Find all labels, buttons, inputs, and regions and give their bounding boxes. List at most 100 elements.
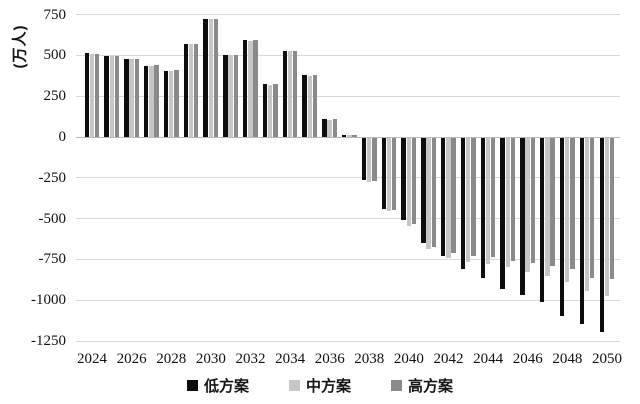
x-tick-label: 2040: [393, 351, 424, 367]
bar-低方案-2043: [460, 138, 466, 270]
bar-中方案-2050: [604, 138, 610, 297]
legend-label-high: 高方案: [408, 378, 454, 395]
gridline: [76, 299, 620, 301]
bar-中方案-2046: [525, 138, 530, 272]
bar-低方案-2028: [163, 70, 169, 137]
bar-中方案-2034: [287, 51, 293, 137]
y-tick-label: 750: [43, 6, 67, 23]
bar-高方案-2037: [352, 135, 357, 137]
bar-中方案-2043: [466, 138, 471, 263]
y-tick-label: 0: [58, 129, 67, 145]
mid-scenario-swatch-icon: [288, 380, 300, 391]
bar-低方案-2035: [302, 74, 307, 137]
bar-低方案-2030: [203, 18, 208, 137]
gridline: [76, 136, 620, 138]
bar-中方案-2035: [307, 75, 312, 137]
bar-低方案-2046: [520, 138, 525, 296]
bar-高方案-2041: [431, 138, 437, 247]
bar-中方案-2041: [426, 138, 431, 249]
bar-高方案-2033: [273, 83, 278, 137]
gridline: [76, 95, 620, 97]
bar-中方案-2038: [367, 138, 372, 183]
y-tick-label: 250: [43, 88, 67, 105]
bar-高方案-2035: [312, 74, 318, 137]
bar-高方案-2048: [570, 138, 575, 269]
gridline: [76, 258, 620, 260]
bar-低方案-2029: [183, 43, 188, 137]
bar-低方案-2024: [84, 52, 89, 137]
y-tick-label: -250: [38, 169, 67, 186]
bar-中方案-2028: [168, 70, 174, 137]
bar-低方案-2044: [480, 138, 486, 278]
bar-高方案-2050: [609, 138, 615, 280]
bar-高方案-2036: [332, 119, 337, 137]
bar-低方案-2048: [559, 138, 565, 316]
y-tick-label: -1000: [31, 292, 66, 309]
gridline: [76, 218, 620, 220]
x-tick-label: 2048: [552, 351, 583, 367]
bar-中方案-2037: [347, 135, 352, 137]
bar-中方案-2027: [149, 66, 154, 137]
bar-高方案-2026: [134, 58, 139, 137]
bar-低方案-2031: [223, 55, 228, 137]
bar-高方案-2024: [94, 53, 100, 137]
low-scenario-swatch-icon: [186, 380, 198, 391]
bar-低方案-2047: [540, 138, 545, 303]
x-tick-label: 2036: [314, 351, 345, 367]
bar-高方案-2032: [253, 39, 258, 137]
bar-低方案-2037: [342, 134, 347, 137]
bar-高方案-2028: [174, 70, 179, 137]
legend-label-mid: 中方案: [305, 378, 351, 395]
legend-item-high: 高方案: [391, 375, 453, 396]
gridline: [76, 340, 620, 342]
bar-低方案-2050: [599, 138, 604, 333]
bar-高方案-2027: [154, 65, 159, 137]
bar-高方案-2030: [213, 18, 219, 137]
bar-中方案-2042: [446, 138, 451, 258]
gridline: [76, 54, 620, 56]
bar-中方案-2030: [208, 19, 213, 137]
bar-中方案-2029: [188, 43, 194, 137]
x-tick-label: 2044: [473, 351, 504, 367]
bar-高方案-2042: [451, 138, 456, 254]
legend: 低方案 中方案 高方案: [0, 375, 640, 396]
x-tick-label: 2024: [77, 351, 107, 367]
bar-中方案-2039: [386, 138, 392, 211]
bar-中方案-2033: [267, 84, 273, 137]
bar-低方案-2038: [361, 138, 367, 181]
bar-中方案-2025: [109, 56, 114, 137]
bar-高方案-2040: [411, 138, 417, 225]
y-tick-label: 500: [43, 47, 67, 64]
x-tick-label: 2038: [354, 351, 385, 367]
bar-高方案-2043: [471, 138, 476, 256]
bar-低方案-2041: [421, 138, 426, 244]
x-tick-label: 2028: [156, 351, 187, 367]
bar-高方案-2046: [530, 138, 536, 263]
high-scenario-swatch-icon: [391, 380, 402, 391]
bar-中方案-2031: [228, 55, 233, 137]
bar-中方案-2048: [565, 138, 570, 283]
bar-低方案-2025: [104, 56, 109, 137]
bar-高方案-2044: [491, 138, 496, 258]
bar-高方案-2034: [292, 51, 298, 137]
bar-低方案-2036: [322, 119, 327, 137]
bar-低方案-2040: [401, 138, 406, 221]
y-tick-label: -750: [38, 251, 67, 268]
bar-低方案-2049: [579, 138, 585, 325]
bar-高方案-2049: [590, 138, 595, 278]
bar-低方案-2039: [381, 138, 386, 209]
bar-中方案-2045: [505, 138, 511, 267]
gridline: [76, 14, 620, 16]
legend-item-low: 低方案: [186, 375, 249, 396]
bar-中方案-2040: [406, 138, 411, 227]
bar-高方案-2039: [392, 138, 397, 210]
bar-中方案-2047: [545, 138, 550, 276]
bar-中方案-2032: [248, 40, 253, 137]
bar-中方案-2049: [584, 138, 590, 292]
bar-低方案-2042: [441, 138, 446, 257]
bar-低方案-2032: [242, 39, 248, 137]
x-tick-label: 2042: [433, 351, 464, 367]
x-tick-label: 2032: [235, 351, 266, 367]
y-tick-label: -1250: [31, 333, 66, 349]
